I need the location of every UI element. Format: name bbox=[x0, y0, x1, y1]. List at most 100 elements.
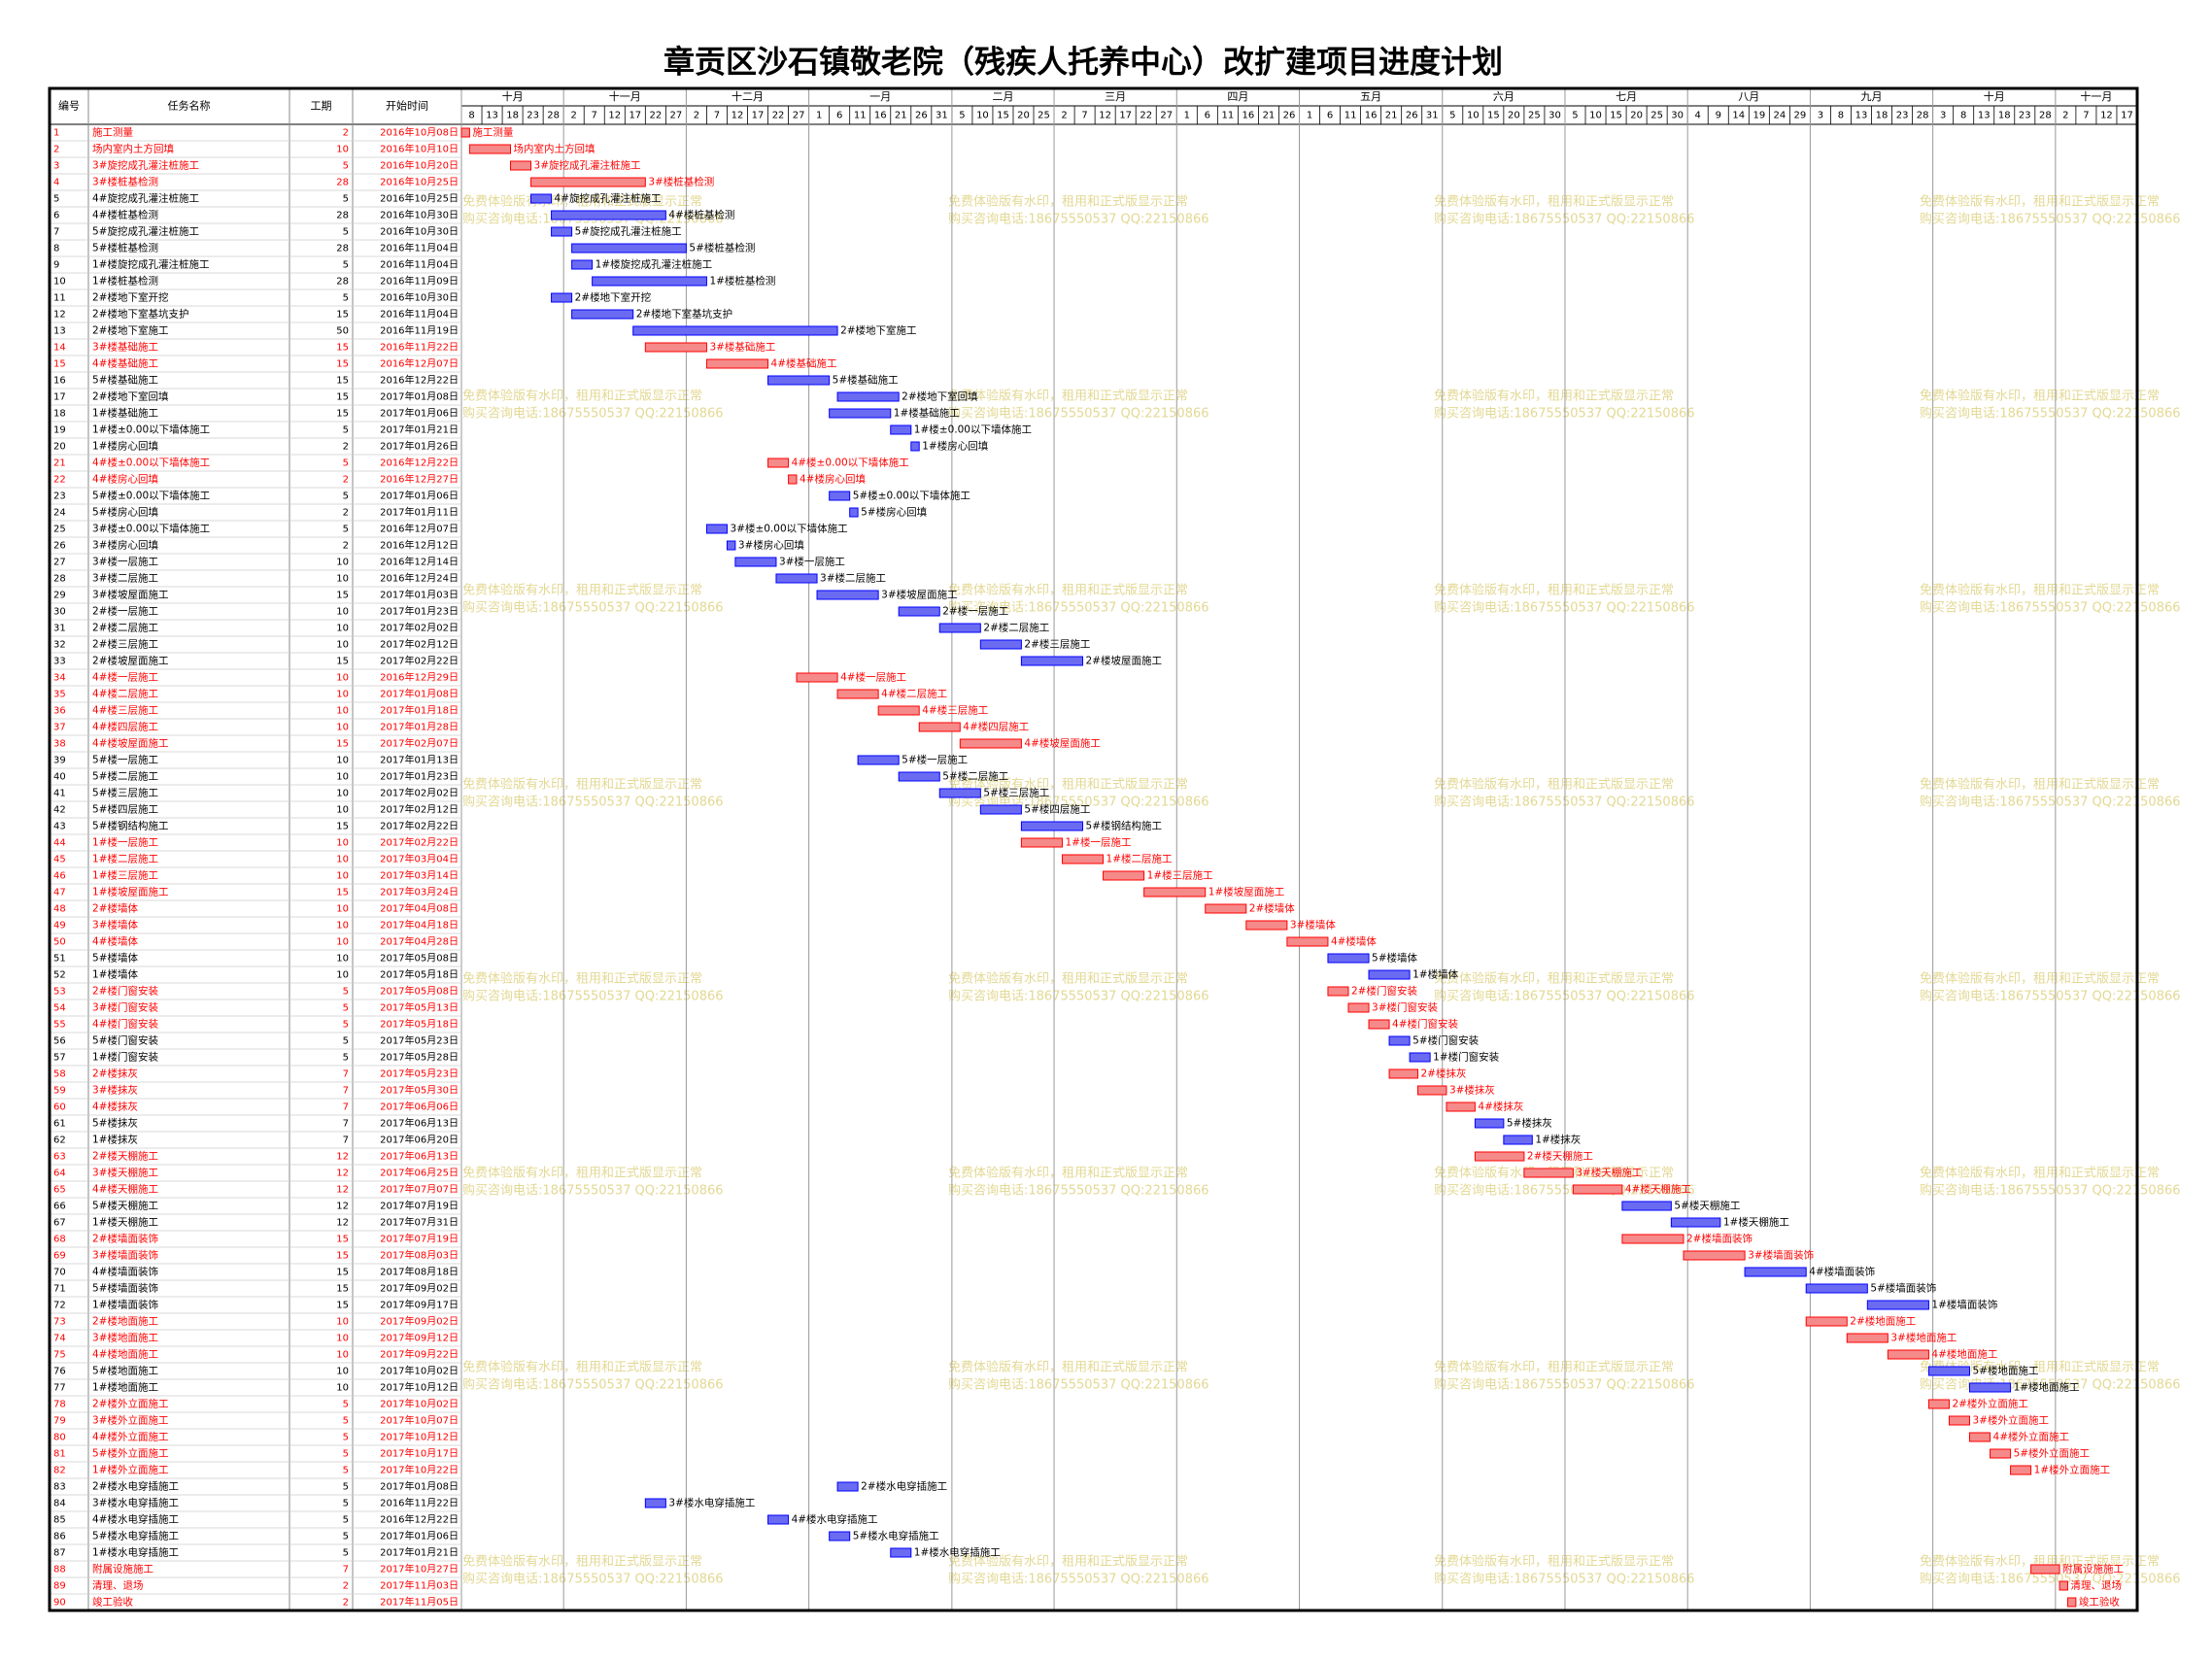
task-start: 2017年10月12日 bbox=[380, 1431, 459, 1443]
watermark-text: 购买咨询电话:18675550537 QQ:22150866 bbox=[948, 212, 1209, 227]
task-duration: 12 bbox=[336, 1169, 349, 1179]
task-id: 61 bbox=[53, 1119, 66, 1130]
task-start: 2017年02月22日 bbox=[380, 820, 459, 832]
task-id: 87 bbox=[53, 1548, 66, 1559]
task-name: 1#楼抹灰 bbox=[92, 1134, 138, 1146]
x-tick-label: 15 bbox=[1487, 111, 1500, 121]
task-bar bbox=[1417, 1085, 1447, 1096]
task-duration: 10 bbox=[336, 640, 349, 651]
task-name: 1#楼一层施工 bbox=[92, 836, 158, 849]
task-duration: 12 bbox=[336, 1218, 349, 1229]
task-bar bbox=[1347, 1002, 1370, 1013]
x-tick-label: 7 bbox=[2083, 111, 2089, 121]
x-tick-label: 15 bbox=[1610, 111, 1622, 121]
task-duration: 5 bbox=[343, 1416, 349, 1427]
task-start: 2017年11月03日 bbox=[380, 1579, 459, 1592]
x-tick-label: 10 bbox=[1589, 111, 1602, 121]
bar-label: 2#楼外立面施工 bbox=[1952, 1398, 2027, 1410]
task-start: 2017年06月20日 bbox=[380, 1134, 459, 1146]
task-duration: 5 bbox=[343, 227, 349, 238]
task-id: 76 bbox=[53, 1367, 66, 1377]
task-start: 2017年05月18日 bbox=[380, 968, 459, 981]
task-name: 3#楼抹灰 bbox=[92, 1084, 138, 1097]
x-tick-label: 8 bbox=[468, 111, 474, 121]
task-name: 1#楼坡屋面施工 bbox=[92, 886, 168, 898]
task-start: 2017年05月30日 bbox=[380, 1084, 459, 1097]
task-duration: 5 bbox=[343, 161, 349, 172]
bar-label: 5#楼墙面装饰 bbox=[1870, 1282, 1936, 1295]
bar-label: 3#楼水电穿插施工 bbox=[668, 1497, 755, 1509]
task-name: 2#楼水电穿插施工 bbox=[92, 1480, 179, 1493]
bar-label: 4#楼墙体 bbox=[1331, 935, 1377, 948]
bar-label: 4#楼房心回填 bbox=[800, 473, 866, 486]
x-tick-label: 9 bbox=[1716, 111, 1721, 121]
task-start: 2017年02月07日 bbox=[380, 737, 459, 750]
task-bar bbox=[829, 1531, 851, 1541]
task-duration: 5 bbox=[343, 293, 349, 304]
task-id: 44 bbox=[53, 838, 66, 849]
task-start: 2017年07月19日 bbox=[380, 1233, 459, 1245]
task-id: 60 bbox=[53, 1102, 66, 1113]
task-start: 2016年10月20日 bbox=[380, 159, 459, 172]
task-duration: 10 bbox=[336, 921, 349, 932]
task-start: 2016年12月22日 bbox=[380, 457, 459, 469]
task-duration: 15 bbox=[336, 359, 349, 370]
month-label: 十一月 bbox=[2080, 89, 2112, 103]
task-duration: 15 bbox=[336, 1251, 349, 1262]
task-duration: 28 bbox=[336, 178, 349, 188]
bar-label: 3#楼房心回填 bbox=[738, 539, 804, 552]
task-bar bbox=[530, 177, 646, 187]
task-id: 69 bbox=[53, 1251, 66, 1262]
task-id: 46 bbox=[53, 871, 66, 882]
watermark-text: 购买咨询电话:18675550537 QQ:22150866 bbox=[948, 1572, 1209, 1587]
x-tick-label: 8 bbox=[1960, 111, 1966, 121]
task-bar bbox=[829, 408, 892, 419]
watermark-text: 购买咨询电话:18675550537 QQ:22150866 bbox=[948, 600, 1209, 616]
x-tick-label: 26 bbox=[1406, 111, 1418, 121]
task-name: 3#楼坡屋面施工 bbox=[92, 589, 168, 601]
task-start: 2016年11月09日 bbox=[380, 275, 459, 288]
task-start: 2017年02月12日 bbox=[380, 638, 459, 651]
task-name: 4#楼水电穿插施工 bbox=[92, 1513, 179, 1526]
task-bar bbox=[898, 606, 940, 617]
task-bar bbox=[726, 540, 736, 551]
bar-label: 3#楼一层施工 bbox=[779, 556, 845, 568]
bar-label: 3#楼地面施工 bbox=[1890, 1332, 1957, 1344]
task-start: 2017年01月26日 bbox=[380, 440, 459, 453]
task-bar bbox=[1388, 1068, 1419, 1079]
x-tick-label: 10 bbox=[1467, 111, 1480, 121]
watermark-text: 免费体验版有水印，租用和正式版显示正常 bbox=[462, 1166, 702, 1181]
task-bar bbox=[644, 1498, 666, 1508]
task-start: 2017年01月21日 bbox=[380, 423, 459, 436]
task-start: 2016年12月07日 bbox=[380, 523, 459, 535]
task-start: 2016年12月27日 bbox=[380, 473, 459, 486]
task-start: 2017年10月02日 bbox=[380, 1365, 459, 1377]
task-name: 3#楼房心回填 bbox=[92, 539, 158, 552]
watermark-text: 免费体验版有水印，租用和正式版显示正常 bbox=[1434, 389, 1674, 404]
watermark-text: 购买咨询电话:18675550537 QQ:22150866 bbox=[1920, 989, 2181, 1004]
task-id: 10 bbox=[53, 277, 66, 288]
task-id: 36 bbox=[53, 706, 66, 717]
month-label: 十二月 bbox=[732, 89, 764, 103]
task-id: 12 bbox=[53, 310, 66, 321]
bar-label: 5#楼二层施工 bbox=[942, 770, 1008, 783]
task-bar bbox=[468, 144, 511, 154]
task-id: 16 bbox=[53, 376, 66, 387]
month-label: 一月 bbox=[869, 90, 891, 103]
task-name: 1#楼天棚施工 bbox=[92, 1216, 158, 1229]
task-name: 2#楼地下室基坑支护 bbox=[92, 308, 188, 321]
watermark-text: 购买咨询电话:18675550537 QQ:22150866 bbox=[1434, 1377, 1695, 1393]
x-tick-label: 1 bbox=[816, 111, 822, 121]
task-name: 4#楼门窗安装 bbox=[92, 1018, 158, 1031]
watermark-text: 免费体验版有水印，租用和正式版显示正常 bbox=[462, 971, 702, 987]
bar-label: 5#楼房心回填 bbox=[861, 506, 927, 519]
task-name: 4#楼墙体 bbox=[92, 935, 138, 948]
task-duration: 5 bbox=[343, 1400, 349, 1410]
task-name: 3#楼二层施工 bbox=[92, 572, 158, 585]
task-duration: 10 bbox=[336, 607, 349, 618]
task-duration: 10 bbox=[336, 723, 349, 733]
task-id: 5 bbox=[53, 194, 59, 205]
x-tick-label: 23 bbox=[2019, 111, 2031, 121]
watermark-text: 购买咨询电话:18675550537 QQ:22150866 bbox=[1434, 212, 1695, 227]
task-duration: 5 bbox=[343, 987, 349, 998]
